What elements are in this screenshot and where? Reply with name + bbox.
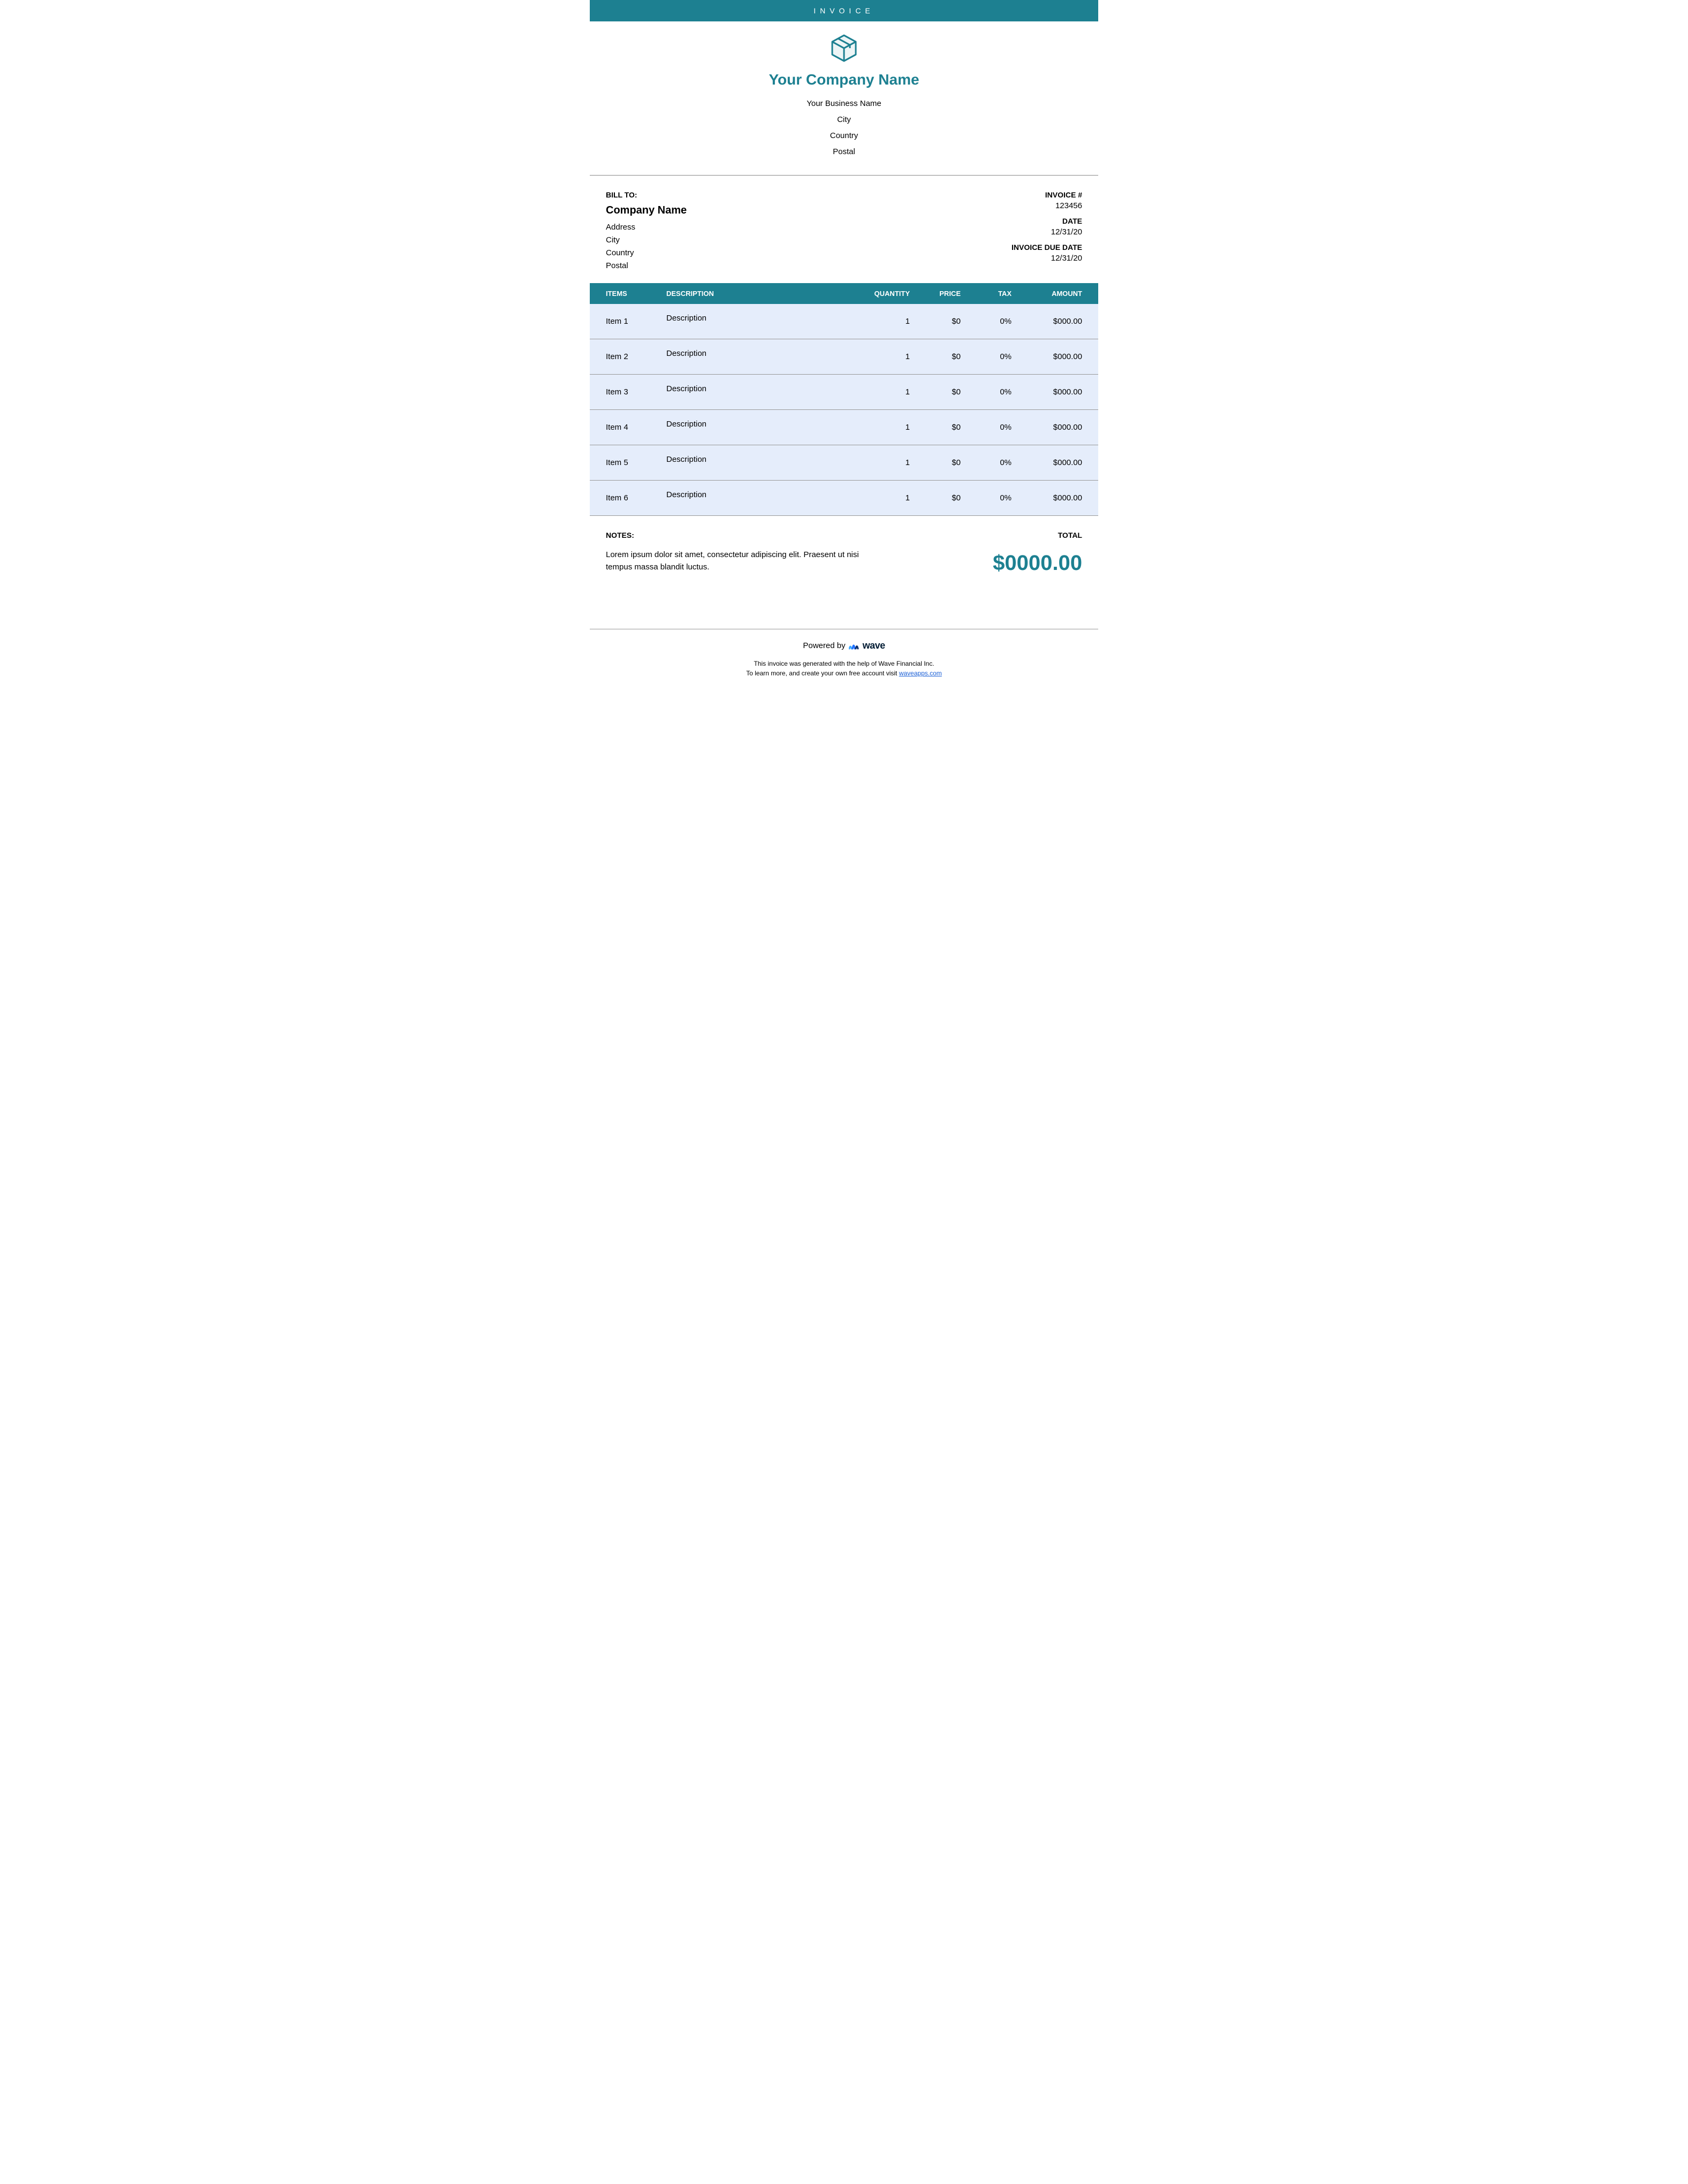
cell-description: Description	[661, 339, 854, 375]
cell-tax: 0%	[966, 410, 1017, 445]
total-amount: $0000.00	[993, 551, 1082, 575]
cell-item: Item 5	[590, 445, 661, 481]
cell-description: Description	[661, 375, 854, 410]
bill-to-postal: Postal	[606, 260, 844, 272]
cell-item: Item 2	[590, 339, 661, 375]
invoice-meta-block: INVOICE # 123456 DATE 12/31/20 INVOICE D…	[844, 191, 1082, 272]
cell-description: Description	[661, 304, 854, 339]
cell-tax: 0%	[966, 445, 1017, 481]
notes-text: Lorem ipsum dolor sit amet, consectetur …	[606, 549, 868, 573]
company-header: Your Company Name Your Business Name Cit…	[590, 21, 1098, 165]
footer-line2-prefix: To learn more, and create your own free …	[746, 669, 899, 677]
cell-quantity: 1	[854, 375, 915, 410]
cell-item: Item 3	[590, 375, 661, 410]
cell-amount: $000.00	[1017, 445, 1098, 481]
table-row: Item 1Description1$00%$000.00	[590, 304, 1098, 339]
banner-title: INVOICE	[813, 6, 875, 15]
cell-price: $0	[915, 339, 966, 375]
cell-tax: 0%	[966, 339, 1017, 375]
powered-by: Powered by wave	[590, 640, 1098, 651]
cell-tax: 0%	[966, 304, 1017, 339]
footer-line1: This invoice was generated with the help…	[590, 659, 1098, 668]
cell-amount: $000.00	[1017, 339, 1098, 375]
cell-quantity: 1	[854, 304, 915, 339]
table-row: Item 3Description1$00%$000.00	[590, 375, 1098, 410]
wave-text: wave	[863, 640, 885, 651]
table-row: Item 5Description1$00%$000.00	[590, 445, 1098, 481]
table-row: Item 4Description1$00%$000.00	[590, 410, 1098, 445]
wave-icon	[849, 641, 861, 651]
th-description: DESCRIPTION	[661, 283, 854, 304]
footer-line2: To learn more, and create your own free …	[590, 668, 1098, 678]
company-info: Your Business Name City Country Postal	[590, 96, 1098, 160]
bill-to-city: City	[606, 234, 844, 247]
company-postal: Postal	[590, 144, 1098, 160]
cell-description: Description	[661, 410, 854, 445]
bill-to-address: Address	[606, 221, 844, 234]
total-block: TOTAL $0000.00	[993, 531, 1082, 575]
cell-amount: $000.00	[1017, 375, 1098, 410]
notes-block: NOTES: Lorem ipsum dolor sit amet, conse…	[606, 531, 868, 575]
cell-price: $0	[915, 375, 966, 410]
bill-to-block: BILL TO: Company Name Address City Count…	[606, 191, 844, 272]
company-name: Your Company Name	[590, 71, 1098, 88]
table-row: Item 6Description1$00%$000.00	[590, 481, 1098, 516]
cell-quantity: 1	[854, 445, 915, 481]
invoice-date-label: DATE	[844, 217, 1082, 225]
th-quantity: QUANTITY	[854, 283, 915, 304]
table-header-row: ITEMS DESCRIPTION QUANTITY PRICE TAX AMO…	[590, 283, 1098, 304]
company-business: Your Business Name	[590, 96, 1098, 112]
wave-logo: wave	[849, 640, 885, 651]
box-icon	[828, 32, 860, 67]
cell-tax: 0%	[966, 481, 1017, 516]
items-table: ITEMS DESCRIPTION QUANTITY PRICE TAX AMO…	[590, 283, 1098, 516]
th-amount: AMOUNT	[1017, 283, 1098, 304]
invoice-date: 12/31/20	[844, 227, 1082, 237]
cell-quantity: 1	[854, 410, 915, 445]
summary-section: NOTES: Lorem ipsum dolor sit amet, conse…	[590, 516, 1098, 597]
cell-price: $0	[915, 445, 966, 481]
cell-quantity: 1	[854, 339, 915, 375]
notes-label: NOTES:	[606, 531, 868, 539]
powered-by-text: Powered by	[803, 641, 845, 650]
th-price: PRICE	[915, 283, 966, 304]
total-label: TOTAL	[993, 531, 1082, 539]
waveapps-link[interactable]: waveapps.com	[899, 669, 942, 677]
cell-item: Item 1	[590, 304, 661, 339]
cell-amount: $000.00	[1017, 304, 1098, 339]
th-items: ITEMS	[590, 283, 661, 304]
company-country: Country	[590, 128, 1098, 144]
cell-amount: $000.00	[1017, 410, 1098, 445]
bill-to-country: Country	[606, 247, 844, 260]
cell-description: Description	[661, 481, 854, 516]
invoice-due-label: INVOICE DUE DATE	[844, 243, 1082, 252]
invoice-number: 123456	[844, 201, 1082, 210]
cell-quantity: 1	[854, 481, 915, 516]
company-city: City	[590, 112, 1098, 128]
invoice-number-label: INVOICE #	[844, 191, 1082, 199]
cell-tax: 0%	[966, 375, 1017, 410]
cell-price: $0	[915, 481, 966, 516]
footer: Powered by wave This invoice was generat…	[590, 629, 1098, 694]
cell-item: Item 4	[590, 410, 661, 445]
invoice-due: 12/31/20	[844, 254, 1082, 263]
meta-section: BILL TO: Company Name Address City Count…	[590, 176, 1098, 283]
cell-item: Item 6	[590, 481, 661, 516]
cell-price: $0	[915, 304, 966, 339]
cell-price: $0	[915, 410, 966, 445]
th-tax: TAX	[966, 283, 1017, 304]
invoice-banner: INVOICE	[590, 0, 1098, 21]
bill-to-company: Company Name	[606, 204, 844, 217]
bill-to-label: BILL TO:	[606, 191, 844, 199]
cell-amount: $000.00	[1017, 481, 1098, 516]
cell-description: Description	[661, 445, 854, 481]
table-row: Item 2Description1$00%$000.00	[590, 339, 1098, 375]
